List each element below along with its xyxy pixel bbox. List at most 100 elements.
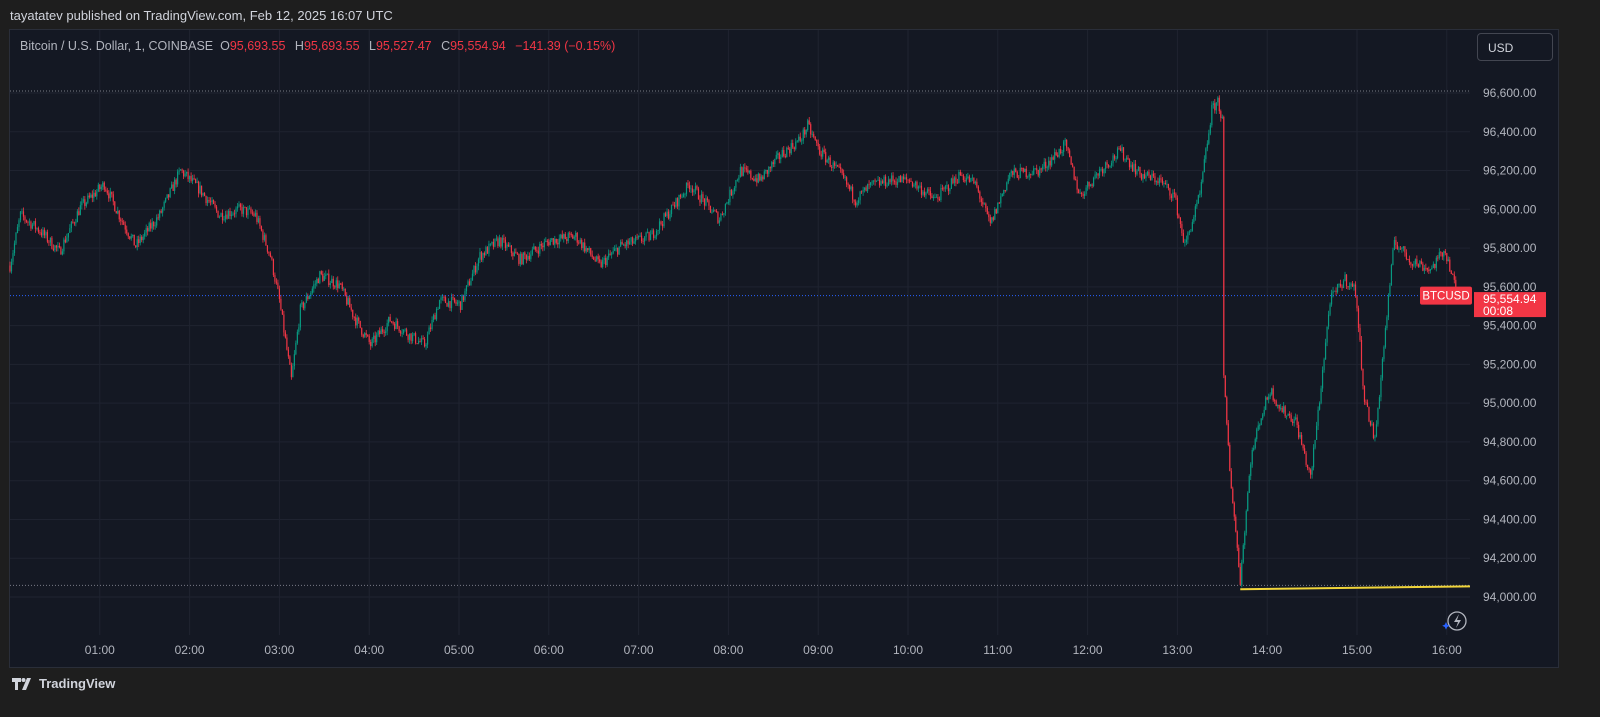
candle-body [1054, 152, 1056, 160]
candle-body [840, 167, 842, 170]
candle-body [561, 234, 563, 239]
candle-body [723, 213, 725, 216]
chart-frame[interactable] [9, 29, 1559, 668]
candle-body [1043, 161, 1045, 167]
candle-body [334, 286, 336, 288]
candle-body [949, 188, 951, 192]
candle-body [269, 253, 272, 257]
candle-body [605, 258, 607, 266]
candle-body [792, 143, 794, 148]
candle-body [127, 233, 129, 237]
candle-body [308, 296, 310, 299]
candle-body [1052, 157, 1054, 160]
candle-body [787, 147, 789, 149]
candle-body [1215, 102, 1217, 111]
candle-body [1443, 251, 1445, 257]
candle-body [374, 335, 376, 343]
y-tick-label: 96,600.00 [1483, 86, 1537, 100]
candle-body [388, 316, 390, 324]
candle-body [497, 238, 499, 247]
candle-body [1049, 160, 1051, 166]
candle-body [64, 239, 66, 243]
candle-body [1301, 435, 1303, 445]
candle-body [409, 333, 411, 340]
candle-body [1387, 295, 1390, 318]
candle-body [1208, 133, 1210, 144]
candle-body [1441, 252, 1443, 257]
candle-body [1211, 105, 1213, 126]
candle-body [961, 175, 963, 177]
candle-body [992, 217, 994, 220]
currency-button[interactable]: USD [1477, 33, 1553, 61]
candle-body [829, 157, 831, 167]
candle-body [1356, 295, 1358, 309]
candle-body [859, 191, 861, 201]
candle-body [618, 246, 620, 255]
candle-body [55, 245, 57, 248]
candle-body [67, 232, 69, 238]
candle-body [1321, 369, 1324, 389]
candle-body [156, 217, 158, 226]
candle-body [1030, 174, 1032, 175]
candle-body [555, 238, 557, 243]
footer-brand[interactable]: TradingView [12, 676, 115, 691]
candle-body [718, 220, 721, 223]
candle-body [655, 230, 658, 237]
candle-body [552, 238, 554, 245]
candle-body [1154, 176, 1156, 183]
candle-body [995, 209, 997, 214]
candle-body [869, 182, 872, 185]
candle-body [504, 239, 506, 248]
candle-body [174, 179, 176, 191]
price-tag-value: 95,554.94 [1483, 292, 1537, 306]
candle-body [976, 181, 978, 187]
candle-body [573, 236, 575, 239]
x-tick-label: 02:00 [175, 643, 205, 657]
candle-body [1369, 421, 1372, 425]
y-tick-label: 94,200.00 [1483, 551, 1537, 565]
change-value: −141.39 (−0.15%) [515, 39, 616, 53]
candle-body [293, 354, 295, 367]
candle-body [967, 176, 969, 178]
candle-body [498, 237, 501, 247]
candle-body [426, 334, 429, 345]
candle-body [1079, 193, 1081, 194]
candle-body [1063, 141, 1065, 153]
candle-body [1266, 397, 1268, 400]
candle-body [61, 251, 63, 255]
candle-body [965, 177, 967, 182]
candle-body [971, 177, 973, 179]
candle-body [265, 235, 267, 246]
candle-body [1145, 175, 1147, 179]
candle-body [1148, 171, 1150, 176]
x-tick-label: 10:00 [893, 643, 923, 657]
candle-body [570, 233, 572, 236]
candle-body [337, 280, 339, 289]
candle-body [688, 185, 691, 189]
candle-body [1315, 425, 1318, 440]
candle-body [274, 275, 276, 282]
candle-body [528, 255, 530, 260]
candle-body [1010, 171, 1012, 174]
candle-body [1155, 181, 1158, 183]
candle-body [890, 175, 893, 183]
candle-body [220, 213, 222, 217]
candle-body [849, 184, 851, 190]
candle-body [238, 204, 240, 207]
candle-body [108, 193, 110, 199]
symbol-title[interactable]: Bitcoin / U.S. Dollar, 1, COINBASE [20, 39, 214, 53]
candle-body [786, 147, 788, 158]
candle-body [796, 140, 798, 142]
candle-body [843, 173, 845, 178]
x-tick-label: 03:00 [264, 643, 294, 657]
candle-body [1241, 562, 1243, 585]
candle-body [1359, 327, 1361, 340]
candle-body [956, 182, 958, 184]
candle-body [500, 237, 502, 247]
candle-body [1244, 532, 1246, 546]
candle-body [1182, 233, 1184, 243]
candle-body [190, 175, 192, 181]
candle-body [1003, 190, 1005, 195]
candle-body [566, 239, 568, 241]
